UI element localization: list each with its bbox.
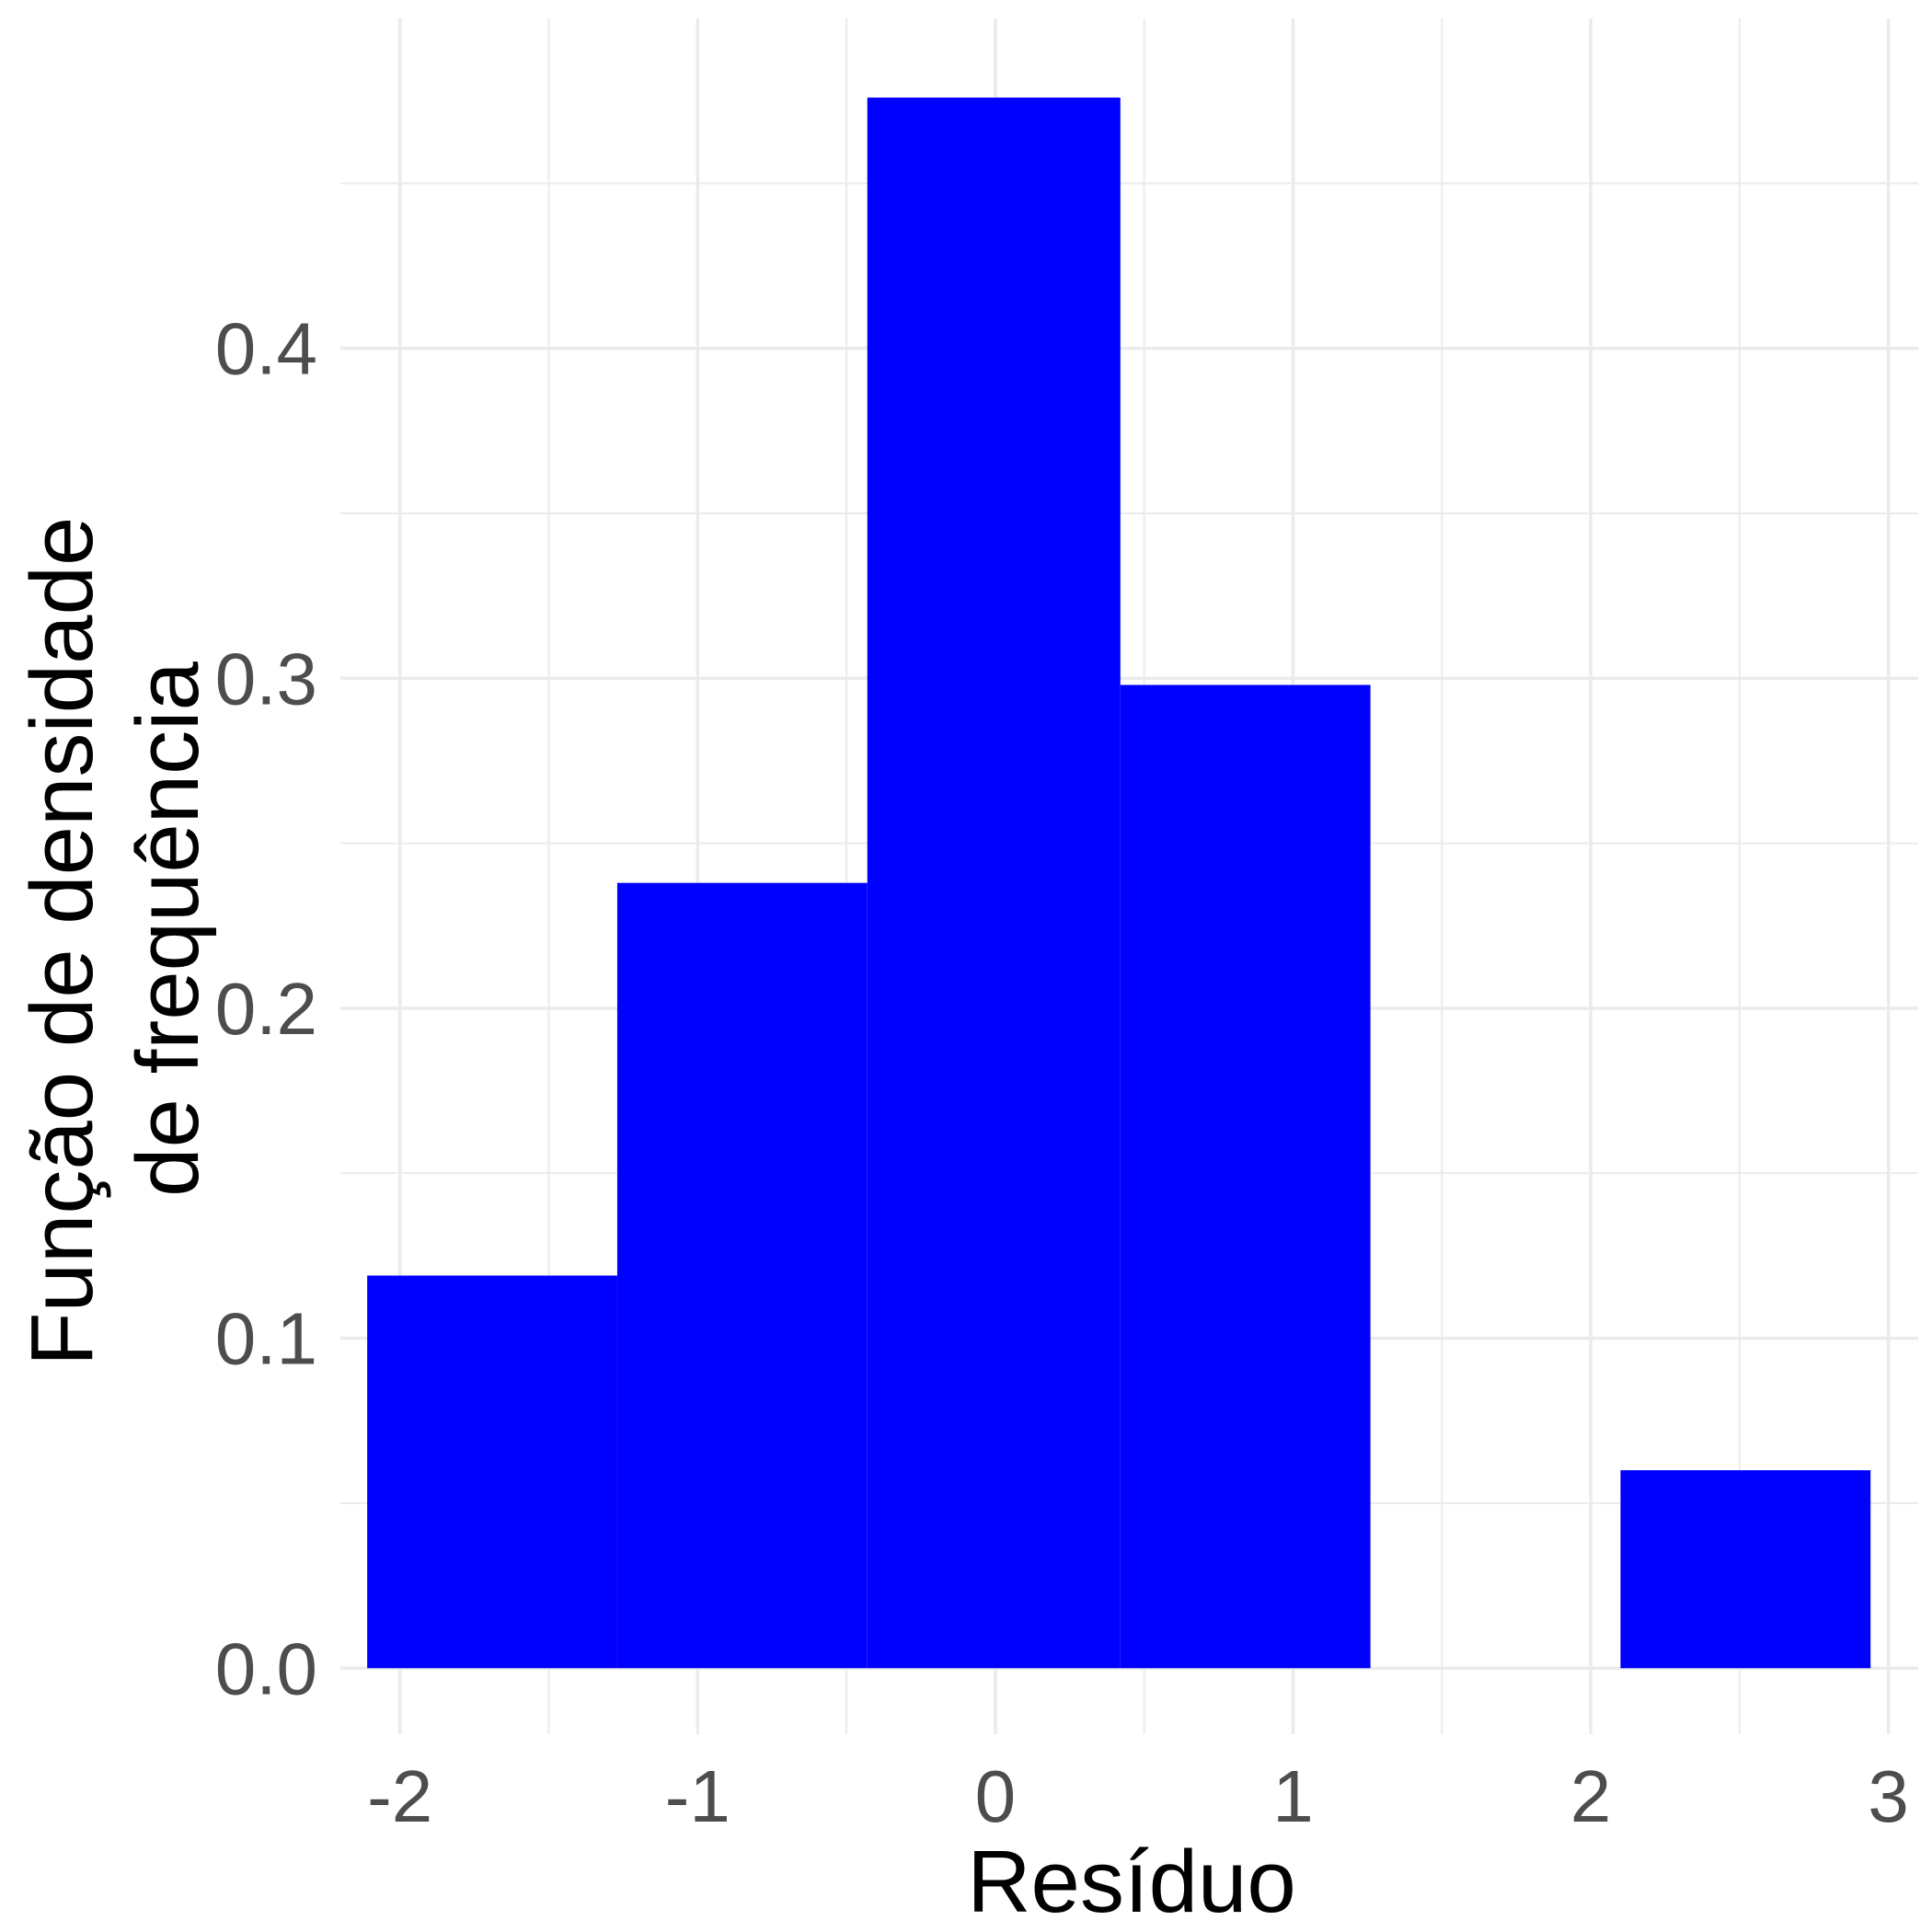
y-tick-label: 0.3 bbox=[215, 638, 317, 719]
y-tick-label: 0.2 bbox=[215, 968, 317, 1050]
histogram-bar-0 bbox=[367, 1275, 617, 1669]
y-axis-title: Função de densidade de frequência bbox=[13, 492, 217, 1366]
y-axis-title-line-2: de frequência bbox=[119, 661, 217, 1197]
x-axis-title: Resíduo bbox=[967, 1833, 1296, 1931]
x-tick-label: -1 bbox=[665, 1755, 730, 1837]
y-axis-title-line-1: Função de densidade bbox=[13, 517, 111, 1366]
x-tick-label: 3 bbox=[1868, 1755, 1909, 1837]
x-tick-label: 0 bbox=[975, 1755, 1017, 1837]
histogram-bar-2 bbox=[867, 98, 1121, 1669]
x-tick-label: 1 bbox=[1272, 1755, 1314, 1837]
y-axis-tick-labels: 0.0 0.1 0.2 0.3 0.4 bbox=[215, 308, 317, 1710]
histogram-bar-1 bbox=[616, 882, 868, 1669]
x-axis-tick-labels: -2 -1 0 1 2 3 bbox=[367, 1755, 1909, 1837]
y-tick-label: 0.4 bbox=[215, 308, 317, 390]
y-tick-label: 0.0 bbox=[215, 1627, 317, 1709]
histogram-bar-3 bbox=[1120, 684, 1371, 1669]
histogram-bars bbox=[367, 98, 1871, 1669]
histogram-bar-5 bbox=[1620, 1470, 1871, 1669]
y-tick-label: 0.1 bbox=[215, 1298, 317, 1380]
x-tick-label: 2 bbox=[1570, 1755, 1612, 1837]
x-tick-label: -2 bbox=[367, 1755, 432, 1837]
